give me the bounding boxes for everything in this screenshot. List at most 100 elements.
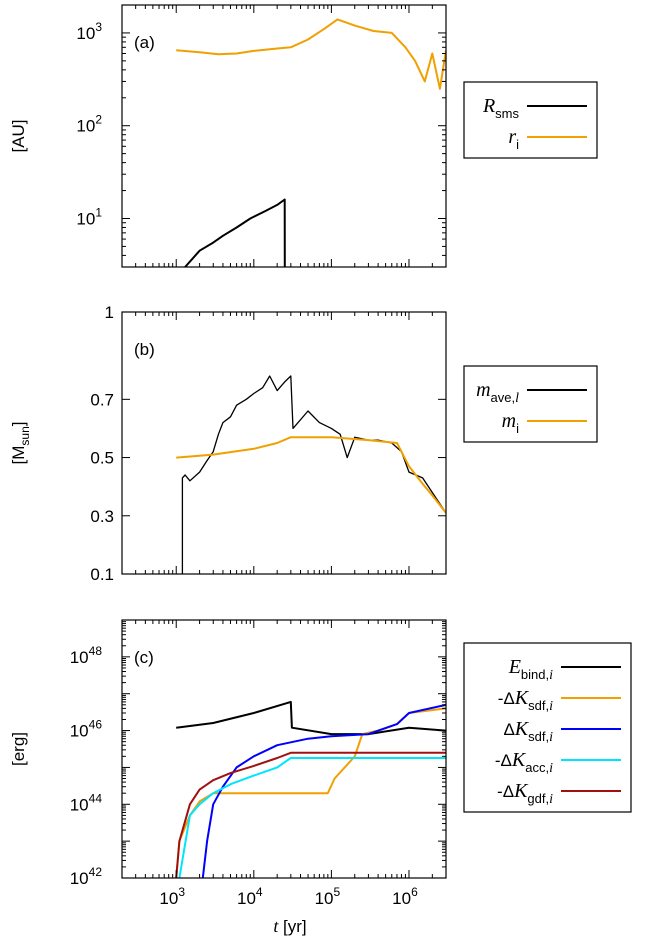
x-tick-label-exponent: 5 [334,885,341,899]
legend-sub: i [516,137,519,152]
y-tick-label: 0.7 [90,390,114,409]
legend-name: K [514,687,530,709]
legend-sub: acc, [525,760,549,775]
legend-sub-italic: i [549,699,553,714]
y-tick-label-base: 10 [70,869,89,888]
legend-sub: gdf, [527,791,549,806]
legend-sub: sdf, [528,698,549,713]
plot-frame [121,311,447,575]
series-line-1 [176,18,446,90]
y-tick-label-base: 10 [70,722,89,741]
y-tick-label-exponent: 42 [89,865,103,879]
x-axis-label-unit: [yr] [278,917,306,936]
legend-name: m [476,379,490,401]
panel-label: (b) [134,340,155,359]
y-tick-label: 102 [76,113,102,136]
y-tick-label-exponent: 48 [89,644,103,658]
panel-b: 0.10.30.50.71(b)[Msun]mave,lmi [9,303,598,584]
x-tick-label-exponent: 3 [178,885,185,899]
legend-sub-italic: i [549,792,553,807]
legend-name: m [502,410,516,432]
legend-prefix: Δ [503,720,514,739]
legend: mave,lmi [463,365,598,443]
y-axis-label: [Msun] [9,422,32,465]
series-line-0 [176,700,446,736]
panel-label: (a) [134,33,155,52]
y-tick-label: 0.1 [90,565,114,584]
legend-sub: ave, [491,390,516,405]
legend-name: K [513,780,529,802]
y-tick-label-exponent: 44 [89,791,103,805]
y-tick-label: 1044 [70,791,103,814]
panel-label: (c) [134,648,154,667]
plot-frame [121,619,447,879]
series-line-4 [175,751,446,878]
legend-label-3: -ΔKacc,i [495,749,553,776]
y-tick-label: 1 [105,303,114,322]
legend-label-1: mi [502,410,519,436]
plot-frame [121,4,447,268]
y-tick-label-base: 10 [76,24,95,43]
legend-name: K [511,749,527,771]
x-tick-label-base: 10 [237,889,256,908]
legend-label-2: ΔKsdf,i [503,718,553,745]
legend: Rsms ri [463,81,598,159]
y-tick-label: 101 [76,205,102,228]
y-tick-label-exponent: 2 [95,113,102,127]
series-line-0 [181,375,446,574]
x-tick-label-base: 10 [315,889,334,908]
y-axis-label: [AU] [9,119,28,152]
y-tick-label: 0.5 [90,449,114,468]
legend-name: K [514,718,530,740]
legend-sub: bind, [521,667,549,682]
y-tick-label-exponent: 1 [95,205,102,219]
y-axis-label-text: [AU] [9,119,28,152]
series-line-0 [184,198,286,267]
legend-box [463,365,598,443]
x-axis-label-var: t [273,916,279,936]
x-tick-label-exponent: 4 [256,885,263,899]
series-line-1 [176,436,446,514]
legend-name: E [508,656,521,678]
legend-sub-italic: i [549,761,553,776]
legend-label-0: Rsms [482,95,520,121]
y-tick-label: 1042 [70,865,103,888]
series-line-2 [201,703,446,878]
y-axis-label-end: ] [9,422,28,427]
y-tick-label: 0.3 [90,507,114,526]
series-line-1 [175,707,446,878]
legend-label-4: -ΔKgdf,i [497,780,553,807]
y-tick-label-base: 10 [76,117,95,136]
y-tick-label: 1048 [70,644,103,667]
y-axis-label: [erg] [9,732,28,766]
x-tick-label: 104 [237,885,263,908]
legend-sub: i [516,421,519,436]
legend-label-0: Ebind,i [508,656,553,683]
x-tick-label-exponent: 6 [411,885,418,899]
legend-name: r [508,126,516,148]
y-tick-label-exponent: 46 [89,718,103,732]
y-axis-label-text: [M [9,446,28,465]
y-axis-label-text: [erg] [9,732,28,766]
legend-label-1: ri [508,126,519,152]
legend-sub: sdf, [528,729,549,744]
legend-prefix: -Δ [497,782,514,801]
legend-prefix: -Δ [498,689,515,708]
x-tick-label: 105 [315,885,341,908]
x-tick-label: 103 [159,885,185,908]
legend-sub-italic: i [549,668,553,683]
legend-sub-italic: l [515,391,519,406]
x-axis-label: t [yr] [273,916,306,936]
y-tick-label: 1046 [70,718,103,741]
y-tick-label-base: 10 [70,648,89,667]
legend-name: R [482,95,495,117]
legend-sub-italic: i [549,730,553,745]
y-tick-label-exponent: 3 [95,20,102,34]
y-tick-label-base: 10 [76,209,95,228]
y-axis-label-sub: sun [18,426,32,445]
x-tick-label: 106 [392,885,418,908]
legend-label-1: -ΔKsdf,i [498,687,553,714]
